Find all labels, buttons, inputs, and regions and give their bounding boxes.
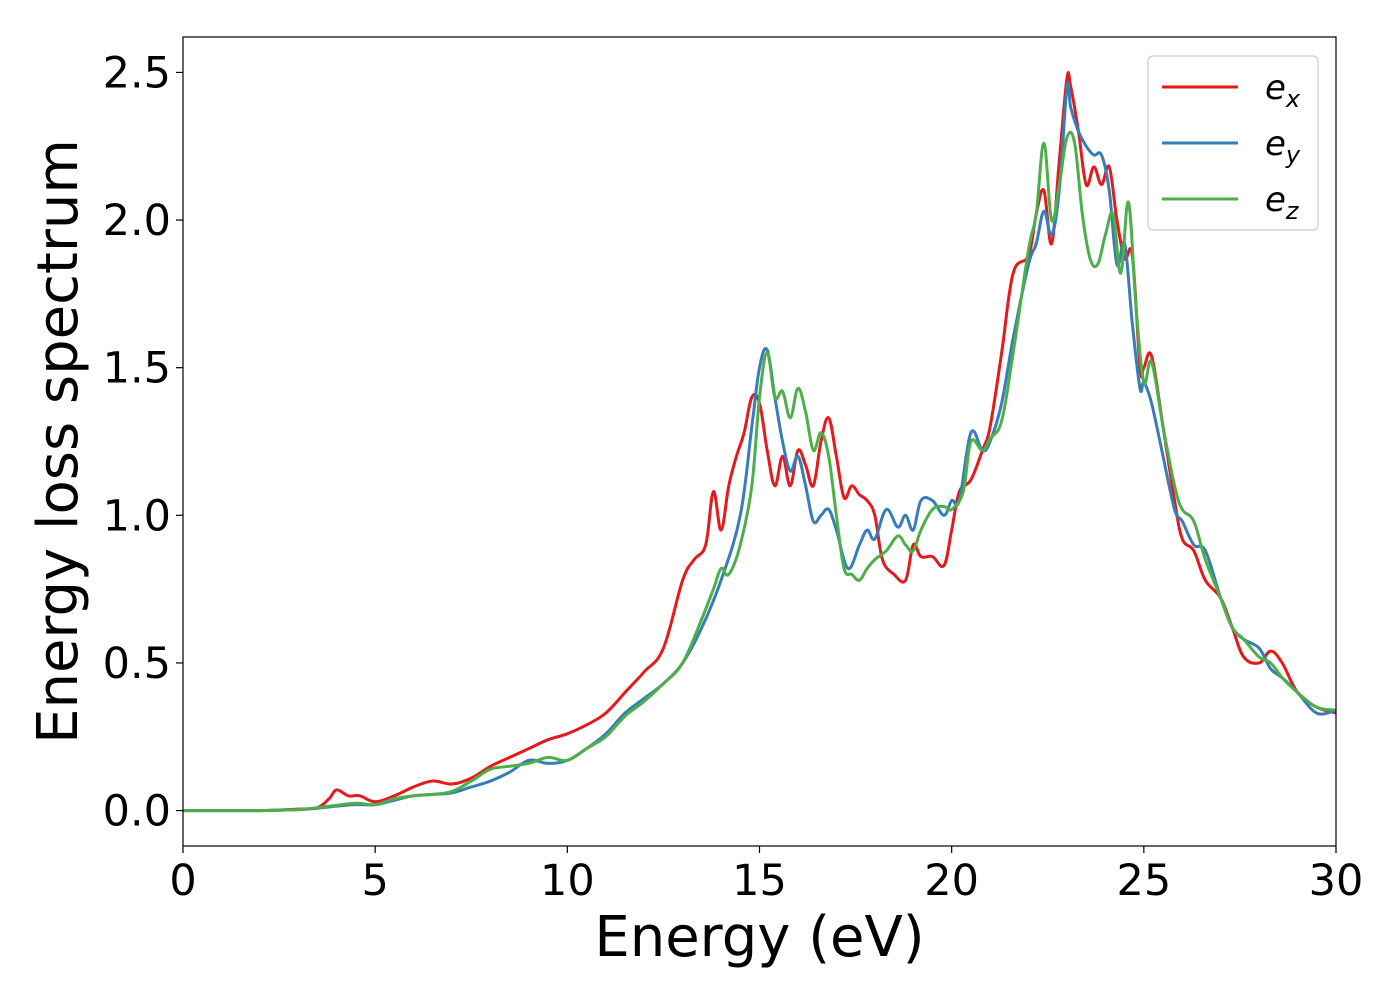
x-tick-label: 5 (361, 856, 388, 906)
y-tick-label: 0.0 (103, 787, 171, 837)
x-axis-label: Energy (eV) (594, 905, 924, 970)
legend-label: ez (1265, 180, 1300, 225)
y-tick-label: 1.5 (103, 344, 171, 394)
legend: ex ey ez (1147, 55, 1319, 231)
legend-label: ex (1265, 68, 1301, 113)
axes: 0 5 10 15 20 25 30 0.0 0.5 1.0 1.5 2.0 2.5 (103, 36, 1364, 906)
y-tick-label: 1.0 (103, 491, 171, 541)
legend-entry-ey: ey (1162, 124, 1301, 169)
y-axis-label: Energy loss spectrum (26, 139, 91, 744)
x-tick-label: 15 (732, 856, 787, 906)
series-line-ex (183, 71, 1336, 813)
x-tick-label: 10 (540, 856, 595, 906)
x-tick-label: 20 (924, 856, 979, 906)
legend-entry-ez: ez (1162, 180, 1300, 225)
plot-area (183, 71, 1336, 813)
legend-entry-ex: ex (1162, 68, 1301, 113)
y-tick-label: 0.5 (103, 639, 171, 689)
x-tick-label: 30 (1309, 856, 1364, 906)
legend-label: ey (1265, 124, 1301, 169)
series-line-ez (183, 130, 1336, 813)
y-tick-label: 2.0 (103, 196, 171, 246)
x-tick-label: 0 (169, 856, 196, 906)
x-tick-label: 25 (1116, 856, 1171, 906)
y-tick-label: 2.5 (103, 48, 171, 98)
